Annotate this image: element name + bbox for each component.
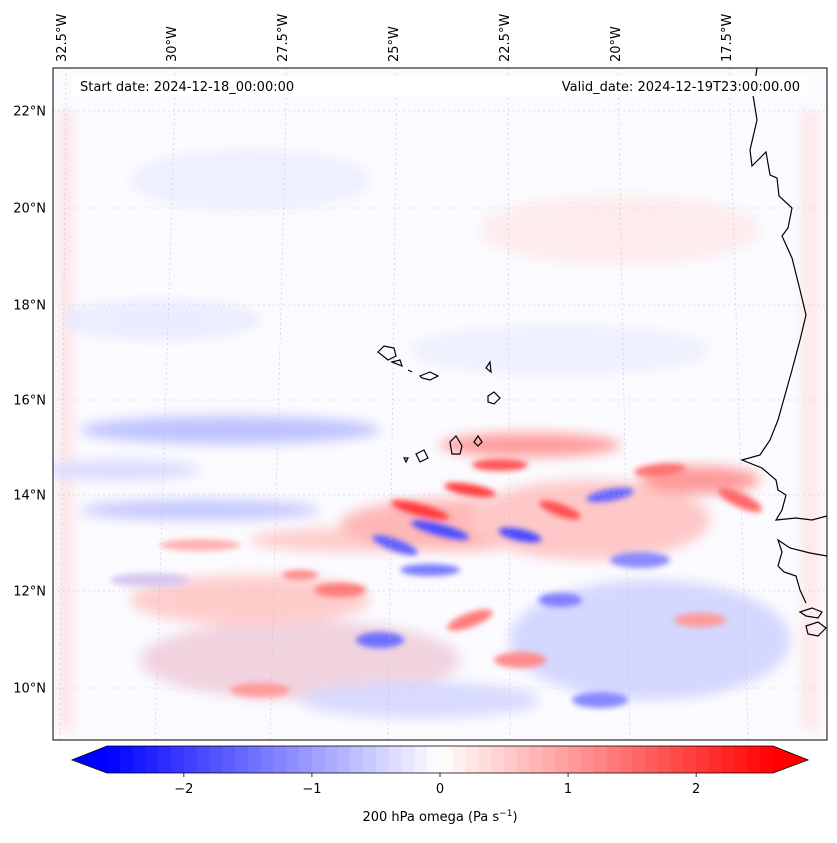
lat-label: 20°N xyxy=(13,202,46,217)
colorbar-segment xyxy=(580,746,595,773)
colorbar-segment xyxy=(529,746,544,773)
colorbar-segment xyxy=(132,746,147,773)
omega-field xyxy=(53,110,817,730)
map-frame xyxy=(52,67,828,741)
colorbar-segment xyxy=(593,746,608,773)
longitude-labels: 32.5°W 30°W 27.5°W 25°W 22.5°W 20°W 17.5… xyxy=(55,14,735,62)
colorbar-segment xyxy=(760,746,774,773)
colorbar-segment xyxy=(708,746,723,773)
map-panel: Start date: 2024-12-18_00:00:00 Valid_da… xyxy=(52,67,828,741)
colorbar-segment xyxy=(107,746,121,773)
colorbar-ticks: −2 −1 0 1 2 xyxy=(174,773,700,797)
colorbar-segment xyxy=(209,746,223,773)
colorbar-segment xyxy=(491,746,505,773)
lon-label: 17.5°W xyxy=(720,14,735,62)
colorbar-segment xyxy=(235,746,249,773)
annotation-background xyxy=(72,76,807,96)
lat-label: 12°N xyxy=(13,585,46,600)
colorbar-segment xyxy=(273,746,287,773)
colorbar-segment xyxy=(324,746,339,773)
colorbar-segment xyxy=(747,746,761,773)
lat-label: 10°N xyxy=(13,682,46,697)
colorbar-segment xyxy=(452,746,467,773)
colorbar-outline xyxy=(70,745,810,774)
lat-label: 14°N xyxy=(13,489,46,504)
lat-label: 18°N xyxy=(13,299,46,314)
colorbar-segment xyxy=(657,746,672,773)
colorbar-segment xyxy=(683,746,697,773)
colorbar-segment xyxy=(504,746,518,773)
colorbar-segments xyxy=(72,746,808,773)
colorbar-segment xyxy=(696,746,710,773)
colorbar-segment xyxy=(260,746,275,773)
colorbar-segment xyxy=(299,746,313,773)
colorbar-segment xyxy=(632,746,646,773)
graticule xyxy=(53,68,827,740)
lon-label: 20°W xyxy=(609,26,624,62)
colorbar-extend-min xyxy=(72,746,107,773)
colorbar-segment xyxy=(440,746,454,773)
colorbar-segment xyxy=(119,746,134,773)
colorbar-segment xyxy=(222,746,236,773)
colorbar-segment xyxy=(414,746,428,773)
colorbar-segment xyxy=(721,746,736,773)
start-date-label: Start date: 2024-12-18_00:00:00 xyxy=(80,80,294,95)
colorbar-segment xyxy=(363,746,377,773)
colorbar-segment xyxy=(183,746,198,773)
colorbar-segment xyxy=(606,746,620,773)
colorbar-segment xyxy=(568,746,582,773)
colorbar-segment xyxy=(145,746,159,773)
lon-label: 27.5°W xyxy=(276,14,291,62)
colorbar-tick-label: 0 xyxy=(436,782,444,797)
colorbar-tick-label: −2 xyxy=(174,782,193,797)
valid-date-label: Valid_date: 2024-12-19T23:00:00.00 xyxy=(562,80,800,95)
colorbar-segment xyxy=(465,746,480,773)
colorbar-extend-max xyxy=(773,746,808,773)
colorbar-segment xyxy=(350,746,364,773)
lon-label: 25°W xyxy=(387,26,402,62)
colorbar-segment xyxy=(555,746,569,773)
colorbar-segment xyxy=(401,746,415,773)
colorbar-segment xyxy=(158,746,172,773)
colorbar-tick-label: −1 xyxy=(302,782,321,797)
colorbar-segment xyxy=(247,746,262,773)
colorbar-tick-label: 1 xyxy=(564,782,572,797)
lat-label: 22°N xyxy=(13,105,46,120)
colorbar-segment xyxy=(388,746,403,773)
colorbar-label: 200 hPa omega (Pa s−1) xyxy=(362,809,517,825)
colorbar-segment xyxy=(171,746,185,773)
lon-label: 30°W xyxy=(165,26,180,62)
colorbar: −2 −1 0 1 2 200 hPa omega (Pa s−1) xyxy=(70,745,810,825)
coastline xyxy=(377,68,827,637)
colorbar-segment xyxy=(644,746,659,773)
colorbar-tick-label: 2 xyxy=(692,782,700,797)
colorbar-segment xyxy=(670,746,684,773)
colorbar-segment xyxy=(337,746,351,773)
colorbar-segment xyxy=(196,746,211,773)
colorbar-segment xyxy=(619,746,633,773)
colorbar-segment xyxy=(375,746,390,773)
colorbar-segment xyxy=(734,746,748,773)
colorbar-segment xyxy=(516,746,531,773)
colorbar-segment xyxy=(286,746,300,773)
lon-label: 32.5°W xyxy=(55,14,70,62)
colorbar-segment xyxy=(478,746,492,773)
lon-label: 22.5°W xyxy=(498,14,513,62)
lat-label: 16°N xyxy=(13,394,46,409)
colorbar-segment xyxy=(427,746,441,773)
latitude-labels: 22°N 20°N 18°N 16°N 14°N 12°N 10°N xyxy=(13,105,46,697)
colorbar-segment xyxy=(542,746,556,773)
colorbar-segment xyxy=(311,746,326,773)
